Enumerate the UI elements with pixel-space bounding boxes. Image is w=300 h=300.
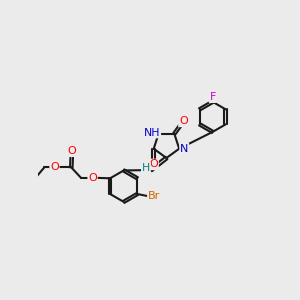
Text: NH: NH [144, 128, 160, 138]
Text: O: O [88, 173, 97, 183]
Text: O: O [179, 116, 188, 126]
Text: O: O [68, 146, 76, 156]
Text: N: N [180, 144, 188, 154]
Text: Br: Br [148, 191, 160, 201]
Text: H: H [142, 163, 150, 173]
Text: O: O [149, 159, 158, 170]
Text: O: O [50, 162, 59, 172]
Text: F: F [209, 92, 216, 102]
